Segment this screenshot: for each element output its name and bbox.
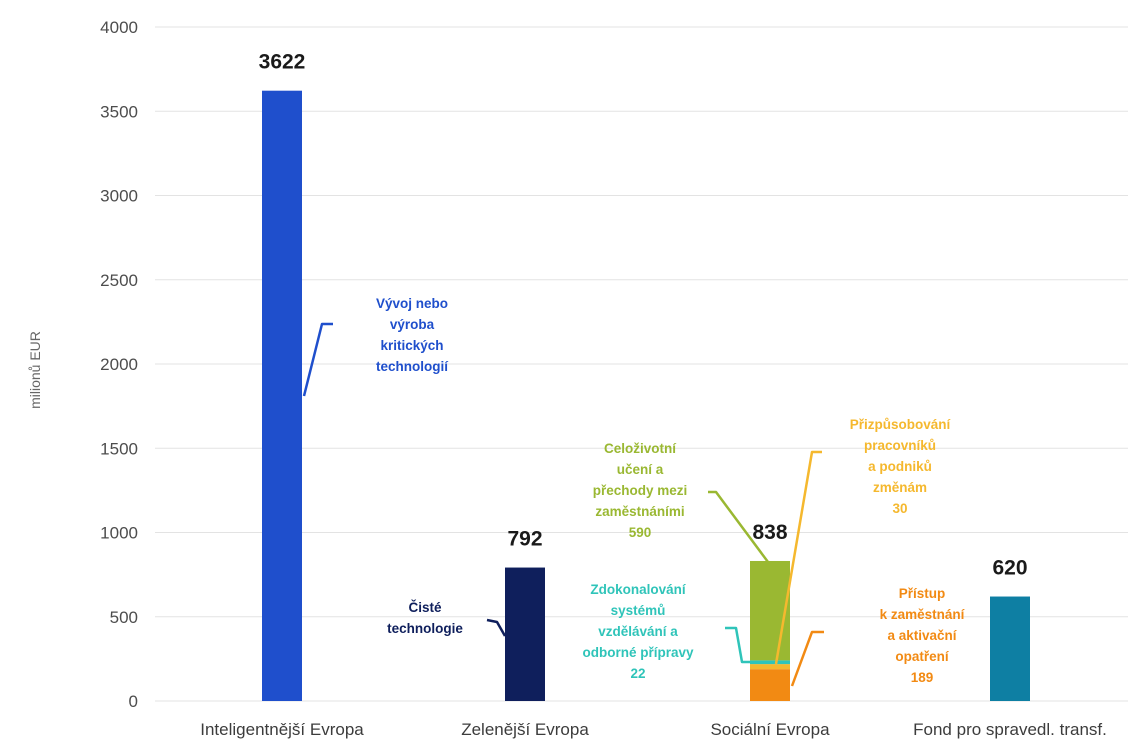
annotation: Čisté technologie <box>387 600 463 636</box>
gridlines <box>155 26 1128 702</box>
annotation-line: učení a <box>617 462 664 477</box>
annotation-line: a podniků <box>868 459 932 474</box>
annotation-line: Přístup <box>899 586 946 601</box>
bar-segment <box>750 664 790 670</box>
y-tick-label: 1000 <box>100 524 138 543</box>
annotation-line: opatření <box>895 649 950 664</box>
y-tick-label: 1500 <box>100 439 138 458</box>
annotation-line: Zdokonalování <box>590 582 687 597</box>
total-label: 838 <box>752 521 787 544</box>
y-tick-label: 4000 <box>100 18 138 37</box>
bar-segment <box>750 560 790 661</box>
y-tick-label: 2500 <box>100 271 138 290</box>
annotation-line: technologií <box>376 359 449 374</box>
total-label: 792 <box>507 528 542 551</box>
y-tick-label: 500 <box>110 608 138 627</box>
annotation-line: vzdělávání a <box>598 624 678 639</box>
annotation-line: výroba <box>390 317 435 332</box>
annotation-line: k zaměstnání <box>880 607 966 622</box>
total-labels: 3622 792 838 620 <box>259 51 1028 580</box>
bar-segment <box>990 596 1030 701</box>
total-label: 620 <box>992 557 1027 580</box>
annotation-leaders <box>302 322 824 687</box>
bars <box>262 90 1030 702</box>
annotation: Zdokonalování systémů vzdělávání a odborné … <box>582 582 694 681</box>
annotation-line: Přizpůsobování <box>850 417 952 432</box>
annotation-line: a aktivační <box>887 628 957 643</box>
annotation-line: 22 <box>630 666 645 681</box>
y-tick-label: 3500 <box>100 102 138 121</box>
total-label: 3622 <box>259 51 306 74</box>
annotation-line: 590 <box>629 525 652 540</box>
x-category-label: Fond pro spravedl. transf. <box>913 720 1107 739</box>
leader-line <box>790 630 824 687</box>
annotation-line: odborné přípravy <box>582 645 694 660</box>
annotation-line: Celoživotní <box>604 441 677 456</box>
leader-line <box>302 322 333 397</box>
leader-line <box>486 618 507 637</box>
annotation-line: systémů <box>611 603 666 618</box>
bar-segment <box>262 90 302 702</box>
bar-segment <box>505 567 545 701</box>
leader-line <box>708 490 770 563</box>
x-category-label: Sociální Evropa <box>710 720 830 739</box>
annotation-line: Vývoj nebo <box>376 296 448 311</box>
y-tick-label: 0 <box>129 692 138 711</box>
x-axis-categories: Inteligentnější Evropa Zelenější Evropa So… <box>200 720 1107 739</box>
annotation-line: kritických <box>380 338 443 353</box>
annotation-line: Čisté <box>408 600 442 615</box>
y-axis-ticks: 0 500 1000 1500 2000 2500 3000 3500 4000 <box>100 18 138 711</box>
annotation: Přístup k zaměstnání a aktivační opatření 18… <box>880 586 966 685</box>
annotation: Celoživotní učení a přechody mezi zaměstnán… <box>593 441 688 540</box>
annotation: Vývoj nebo výroba kritických technologií <box>376 296 449 374</box>
annotation-line: 30 <box>892 501 907 516</box>
annotation-line: 189 <box>911 670 934 685</box>
y-axis-label: milionů EUR <box>27 331 43 409</box>
leader-line <box>774 450 822 665</box>
bar-segment <box>750 669 790 701</box>
annotation-line: změnám <box>873 480 927 495</box>
x-category-label: Inteligentnější Evropa <box>200 720 364 739</box>
y-tick-label: 3000 <box>100 187 138 206</box>
annotation-line: přechody mezi <box>593 483 688 498</box>
y-tick-label: 2000 <box>100 355 138 374</box>
annotations: Vývoj nebo výroba kritických technologií Čis… <box>376 296 966 685</box>
x-category-label: Zelenější Evropa <box>461 720 589 739</box>
annotation-line: pracovníků <box>864 438 936 453</box>
annotation-line: technologie <box>387 621 463 636</box>
annotation: Přizpůsobování pracovníků a podniků změnám 3… <box>850 417 952 516</box>
annotation-line: zaměstnáními <box>595 504 684 519</box>
leader-line <box>725 626 770 664</box>
